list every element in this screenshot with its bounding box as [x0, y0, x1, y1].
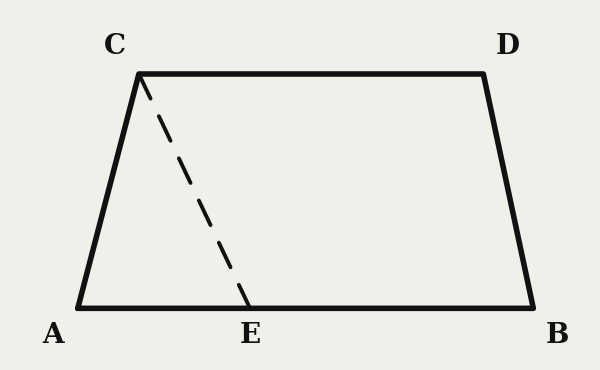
Text: E: E — [239, 322, 260, 349]
Text: D: D — [496, 33, 520, 60]
Text: A: A — [43, 322, 64, 349]
Text: B: B — [546, 322, 569, 349]
Text: C: C — [103, 33, 125, 60]
